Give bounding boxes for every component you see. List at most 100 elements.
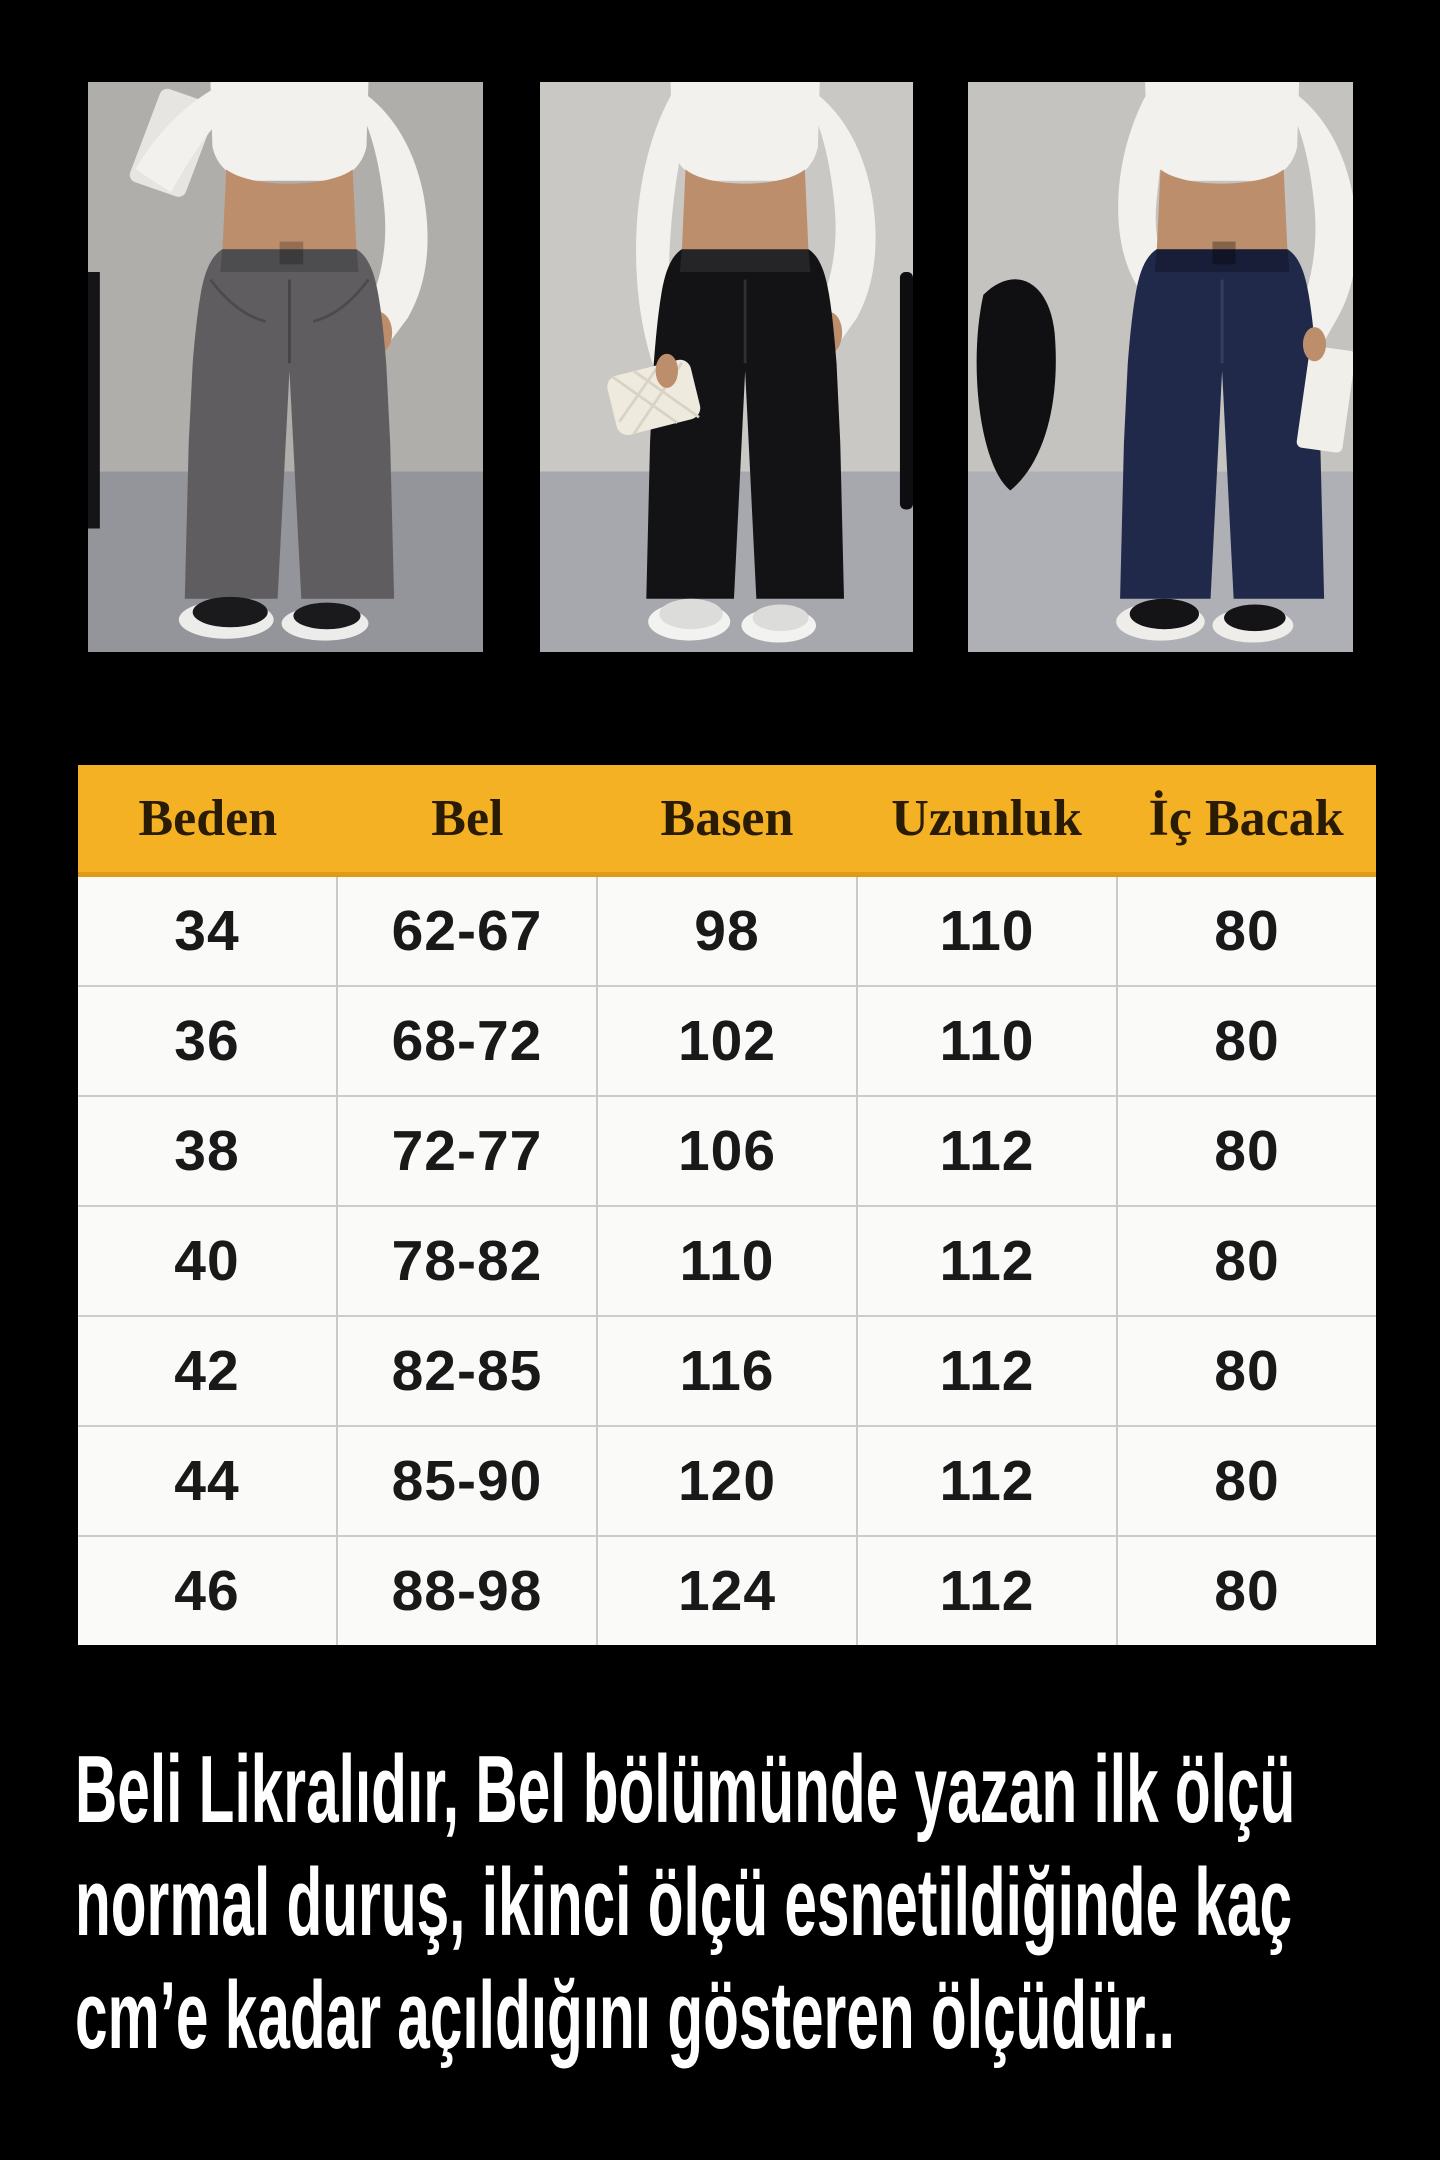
shoe-upper: [752, 604, 809, 632]
waistband: [679, 249, 811, 272]
pants: [1120, 249, 1325, 599]
shoe-upper: [192, 596, 268, 628]
waistband: [1154, 249, 1290, 272]
cell-uzunluk: 112: [856, 1427, 1116, 1535]
cell-uzunluk: 112: [856, 1097, 1116, 1205]
cell-beden: 36: [174, 1009, 240, 1073]
belt-tab: [279, 241, 304, 265]
table-row: 46 88-98 124 112 80: [78, 1535, 1376, 1645]
cell-ic-bacak: 80: [1116, 1427, 1376, 1535]
cell-basen: 102: [596, 987, 856, 1095]
quilted-clutch: [607, 359, 701, 436]
cell-beden: 42: [174, 1339, 240, 1403]
clutch-quilting: [611, 362, 700, 435]
shoe-upper: [659, 598, 723, 630]
beanbag-pillow: [976, 279, 1056, 491]
sweater-torso: [210, 82, 369, 181]
col-header-uzunluk: Uzunluk: [891, 790, 1082, 847]
loafer-shoes: [1116, 598, 1294, 643]
pants: [646, 249, 844, 599]
cell-ic-bacak: 80: [1116, 1097, 1376, 1205]
model: [129, 82, 428, 641]
cell-uzunluk: 112: [856, 1207, 1116, 1315]
cell-bel: 68-72: [336, 987, 596, 1095]
size-table-body: 34 62-67 98 110 80 36 68-72 102 110 80 3…: [78, 877, 1376, 1645]
size-table: Beden Bel Basen Uzunluk İç Bacak 34 62-6…: [78, 765, 1376, 1645]
product-photo-navy: [968, 82, 1353, 652]
cell-basen: 98: [596, 877, 856, 985]
table-row: 44 85-90 120 112 80: [78, 1425, 1376, 1535]
size-table-header-row: Beden Bel Basen Uzunluk İç Bacak: [78, 765, 1376, 877]
cell-bel: 78-82: [336, 1207, 596, 1315]
description-text: Beli Likralıdır, Bel bölümünde yazan ilk…: [75, 1733, 1440, 2072]
shoe-upper: [1129, 598, 1199, 630]
col-header-ic-bacak: İç Bacak: [1148, 790, 1344, 847]
hand-on-clutch: [655, 353, 679, 388]
belt-tab: [1212, 241, 1236, 265]
cell-ic-bacak: 80: [1116, 987, 1376, 1095]
table-row: 42 82-85 116 112 80: [78, 1315, 1376, 1425]
sneakers: [178, 596, 369, 641]
midriff-skin: [681, 169, 809, 253]
cell-bel: 85-90: [336, 1427, 596, 1535]
cell-beden: 40: [174, 1229, 240, 1293]
cell-ic-bacak: 80: [1116, 1537, 1376, 1645]
sweater-torso: [1145, 82, 1300, 181]
table-row: 40 78-82 110 112 80: [78, 1205, 1376, 1315]
arm-sleeve: [354, 93, 428, 345]
cell-basen: 124: [596, 1537, 856, 1645]
cell-ic-bacak: 80: [1116, 1207, 1376, 1315]
cell-bel: 82-85: [336, 1317, 596, 1425]
cell-uzunluk: 110: [856, 987, 1116, 1095]
col-header-beden: Beden: [138, 790, 278, 847]
gray-pants-illustration: [88, 82, 483, 652]
left-arm-sleeve: [1118, 89, 1176, 307]
slip-on-shoes: [648, 598, 817, 643]
pants: [184, 249, 395, 599]
cell-bel: 62-67: [336, 877, 596, 985]
table-row: 38 72-77 106 112 80: [78, 1095, 1376, 1205]
cell-beden: 38: [174, 1119, 240, 1183]
cell-beden: 44: [174, 1449, 240, 1513]
arm-sleeve: [1285, 93, 1353, 352]
col-header-basen: Basen: [660, 790, 794, 847]
cell-basen: 120: [596, 1427, 856, 1535]
navy-pants-illustration: [968, 82, 1353, 652]
cell-beden: 34: [174, 899, 240, 963]
left-arm-sleeve: [636, 89, 697, 383]
sweater-torso: [670, 82, 820, 181]
product-photo-black: [540, 82, 913, 652]
model: [1116, 82, 1353, 643]
black-pants-illustration: [540, 82, 913, 652]
description-line-2: normal duruş, ikinci ölçü esnetildiğinde…: [75, 1849, 1293, 1956]
pocket-seam-left: [209, 278, 267, 323]
shoe-upper: [293, 602, 361, 630]
clutch-bag: [1296, 346, 1353, 453]
cell-uzunluk: 110: [856, 877, 1116, 985]
edge-shadow: [88, 272, 100, 529]
description-line-1: Beli Likralıdır, Bel bölümünde yazan ilk…: [75, 1736, 1296, 1843]
description-line-3: cm’e kadar açıldığını gösteren ölçüdür..: [75, 1962, 1175, 2069]
product-photo-gray: [88, 82, 483, 652]
cell-ic-bacak: 80: [1116, 1317, 1376, 1425]
cell-uzunluk: 112: [856, 1317, 1116, 1425]
table-row: 34 62-67 98 110 80: [78, 877, 1376, 985]
shoe-upper: [1224, 604, 1286, 632]
waistband: [220, 249, 359, 272]
cell-bel: 88-98: [336, 1537, 596, 1645]
pocket-seam-right: [312, 278, 370, 323]
table-row: 36 68-72 102 110 80: [78, 985, 1376, 1095]
cell-basen: 106: [596, 1097, 856, 1205]
midriff-skin: [222, 169, 357, 253]
edge-pillow: [899, 272, 913, 510]
col-header-bel: Bel: [431, 790, 504, 847]
cell-basen: 116: [596, 1317, 856, 1425]
cell-ic-bacak: 80: [1116, 877, 1376, 985]
cell-uzunluk: 112: [856, 1537, 1116, 1645]
midriff-skin: [1156, 169, 1288, 253]
cell-bel: 72-77: [336, 1097, 596, 1205]
hand-on-clutch: [1302, 327, 1327, 362]
clutch-bag: [607, 359, 701, 436]
arm-sleeve: [806, 93, 876, 345]
